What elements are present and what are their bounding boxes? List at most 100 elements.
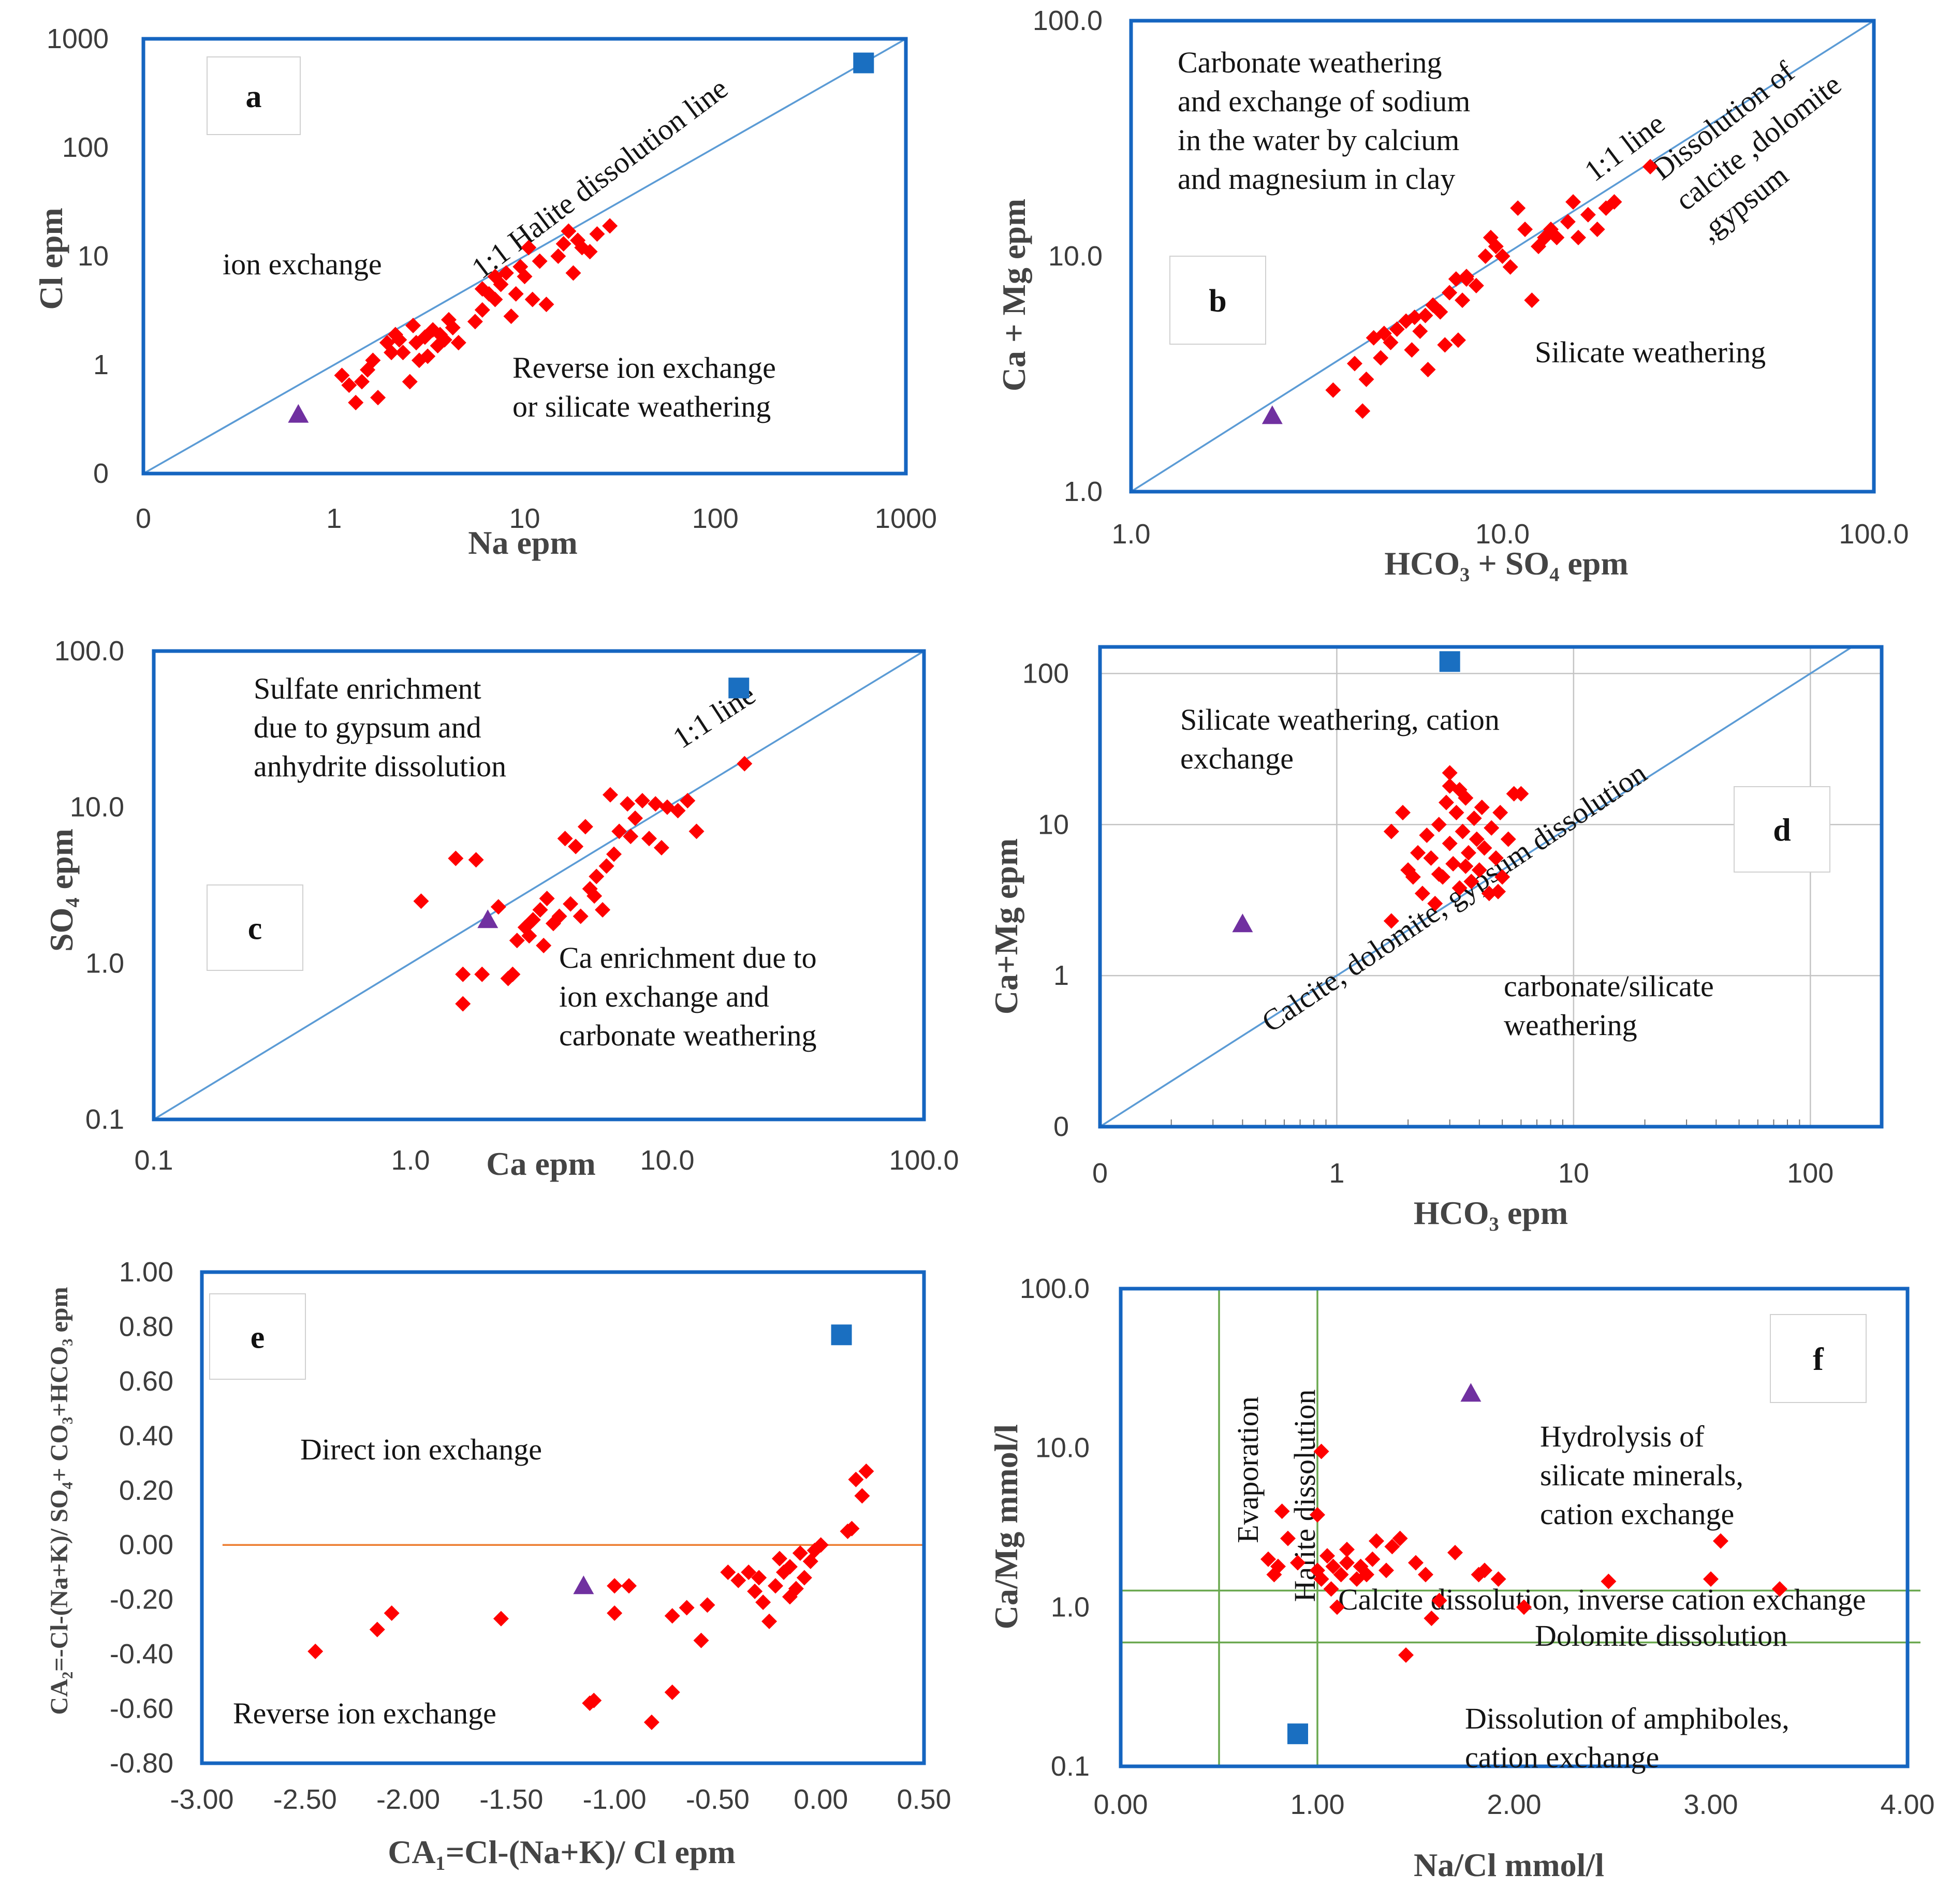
y-tick-label: 0: [1053, 1111, 1069, 1142]
y-tick-label: 0.20: [119, 1475, 173, 1506]
sample-point: [1339, 1555, 1355, 1571]
sample-point: [755, 1594, 771, 1610]
x-tick-label: 0.00: [1093, 1789, 1148, 1820]
sample-point: [384, 1605, 400, 1621]
annotation: Sulfate enrichment: [254, 672, 481, 705]
sample-point: [1378, 1562, 1394, 1578]
sample-point: [1458, 858, 1474, 874]
sample-point: [436, 332, 452, 348]
sample-point: [1427, 895, 1443, 911]
sample-point: [858, 1463, 874, 1479]
sample-point: [1601, 1573, 1617, 1589]
sample-point: [524, 291, 540, 307]
sample-point: [641, 831, 657, 847]
reference-line: [1099, 646, 1853, 1128]
seawater-point: [728, 677, 750, 699]
plot-frame: [141, 37, 908, 476]
sample-point: [586, 888, 603, 904]
sample-point: [474, 281, 490, 297]
sample-point: [334, 367, 350, 383]
sample-point: [1424, 1611, 1440, 1627]
annotation: weathering: [1504, 1008, 1637, 1042]
x-tick-label: 100: [1787, 1158, 1834, 1189]
sample-point: [1410, 845, 1426, 861]
sample-point: [1469, 831, 1485, 847]
annotation: and exchange of sodium: [1178, 84, 1470, 118]
y-tick-label: 0.80: [119, 1311, 173, 1342]
annotation: in the water by calcium: [1178, 123, 1459, 157]
y-tick-label: 10.0: [70, 792, 124, 823]
sample-point: [751, 1570, 767, 1586]
sample-point: [1442, 765, 1458, 781]
sample-point: [532, 253, 548, 269]
sample-point: [455, 996, 471, 1012]
sample-point: [648, 796, 664, 812]
sample-point: [1448, 271, 1464, 287]
sample-point: [445, 320, 461, 336]
sample-point: [1420, 362, 1436, 378]
sample-point: [679, 1600, 695, 1616]
annotation: carbonate/silicate: [1504, 969, 1714, 1003]
sample-point: [369, 1621, 385, 1637]
panel-label-box: [207, 56, 301, 135]
sample-point: [577, 819, 593, 835]
sample-point: [525, 912, 541, 928]
sample-point: [1494, 248, 1510, 264]
sample-point: [670, 803, 686, 819]
sample-point: [1502, 259, 1518, 275]
x-tick-label: -3.00: [170, 1784, 233, 1815]
sample-point: [1310, 1507, 1325, 1523]
sample-point: [1359, 1567, 1374, 1583]
sample-point: [1438, 794, 1454, 810]
sample-point: [621, 1578, 637, 1594]
x-tick-label: 100: [692, 503, 739, 534]
annotation: carbonate weathering: [559, 1019, 817, 1052]
y-tick-label: -0.20: [110, 1584, 173, 1615]
sample-point: [1451, 880, 1468, 896]
sample-point: [573, 908, 589, 924]
sample-point: [1437, 337, 1453, 353]
sample-point: [747, 1583, 763, 1599]
panel-label-box: [1734, 786, 1830, 873]
sample-point: [505, 966, 521, 982]
sample-point: [1450, 332, 1466, 348]
sample-point: [1346, 356, 1362, 372]
sample-point: [370, 390, 386, 406]
annotation: Direct ion exchange: [300, 1433, 542, 1466]
sample-point: [1455, 823, 1471, 839]
sample-point: [1319, 1548, 1335, 1564]
y-tick-label: -0.60: [110, 1693, 173, 1724]
sample-point: [1513, 786, 1529, 802]
panel-label: c: [248, 911, 262, 947]
plot-frame: [200, 1270, 926, 1765]
sample-point: [1565, 194, 1581, 210]
sample-point: [1313, 1571, 1329, 1587]
sample-point: [1414, 885, 1430, 902]
sample-point: [1642, 159, 1659, 175]
sample-point: [586, 1692, 602, 1708]
sample-point: [1455, 292, 1471, 308]
sample-point: [1280, 1530, 1296, 1546]
sample-point: [551, 908, 567, 924]
y-tick-label: 100.0: [1020, 1273, 1090, 1304]
x-tick-label: -0.50: [686, 1784, 750, 1815]
annotation: and magnesium in clay: [1178, 162, 1455, 196]
sample-point: [1333, 1567, 1349, 1583]
y-tick-label: 1: [93, 349, 109, 380]
sample-point: [568, 838, 584, 854]
sample-point: [365, 352, 381, 368]
sample-point: [664, 1608, 680, 1624]
sample-point: [772, 1551, 787, 1567]
y-tick-label: 0.40: [119, 1420, 173, 1451]
sample-point: [611, 823, 627, 839]
sample-point: [602, 787, 618, 803]
annotation: exchange: [1180, 742, 1294, 775]
sample-point: [1431, 1592, 1447, 1608]
sample-point: [1384, 1539, 1400, 1555]
sample-point: [699, 1597, 715, 1613]
sample-point: [653, 839, 669, 855]
sample-point: [1270, 1558, 1286, 1574]
sample-point: [688, 823, 705, 839]
sample-point: [1476, 840, 1492, 856]
sample-point: [1442, 285, 1458, 301]
